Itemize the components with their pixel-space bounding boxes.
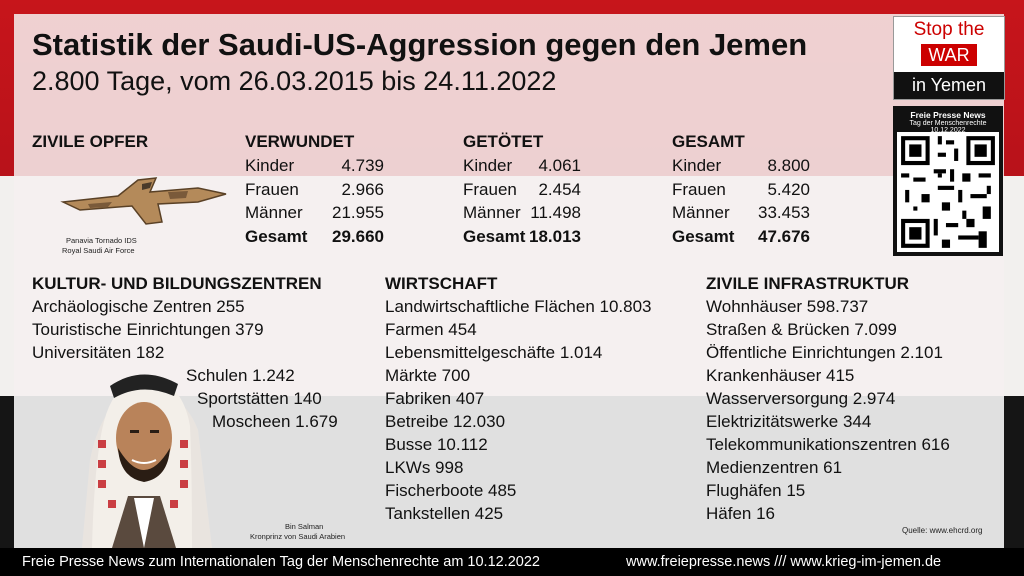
heading-gesamt: GESAMT bbox=[672, 132, 745, 151]
footer-links: www.freiepresse.news /// www.krieg-im-je… bbox=[626, 554, 942, 570]
infrastruktur-row: Elektrizitätswerke 344 bbox=[706, 412, 872, 431]
heading-infrastruktur: ZIVILE INFRASTRUKTUR bbox=[706, 274, 910, 293]
wirtschaft-row: Lebensmittelgeschäfte 1.014 bbox=[385, 343, 603, 362]
jet-caption-1: Panavia Tornado IDS bbox=[66, 236, 137, 245]
badge-line-1: Stop the bbox=[913, 19, 985, 40]
infrastruktur-row: Straßen & Brücken 7.099 bbox=[706, 320, 897, 339]
wirtschaft-row: Landwirtschaftliche Flächen 10.803 bbox=[385, 297, 652, 316]
footer-bar: Freie Presse News zum Internationalen Ta… bbox=[0, 548, 1024, 576]
portrait-caption-1: Bin Salman bbox=[285, 522, 324, 531]
kultur-row: Moscheen 1.679 bbox=[212, 412, 338, 431]
kultur-row: Universitäten 182 bbox=[32, 343, 165, 362]
wirtschaft-row: Busse 10.112 bbox=[385, 435, 488, 454]
getoetet-maenner-value: 11.498 bbox=[530, 203, 581, 222]
gesamt-maenner-value: 33.453 bbox=[758, 203, 810, 222]
getoetet-frauen-value: 2.454 bbox=[538, 180, 581, 199]
getoetet-gesamt-value: 18.013 bbox=[529, 227, 581, 246]
infrastruktur-row: Telekommunikationszentren 616 bbox=[706, 435, 950, 454]
wirtschaft-row: Farmen 454 bbox=[385, 320, 477, 339]
heading-verwundet: VERWUNDET bbox=[245, 132, 355, 151]
kultur-row: Touristische Einrichtungen 379 bbox=[32, 320, 264, 339]
gesamt-gesamt-value: 47.676 bbox=[758, 227, 810, 246]
gesamt-maenner: Männer bbox=[672, 203, 730, 222]
gesamt-kinder-value: 8.800 bbox=[767, 156, 810, 175]
gesamt-kinder: Kinder bbox=[672, 156, 722, 175]
source-note: Quelle: www.ehcrd.org bbox=[902, 526, 983, 535]
heading-wirtschaft: WIRTSCHAFT bbox=[385, 274, 498, 293]
badge-line-3: in Yemen bbox=[894, 72, 1004, 99]
verwundet-gesamt: Gesamt bbox=[245, 227, 308, 246]
getoetet-frauen: Frauen bbox=[463, 180, 517, 199]
wirtschaft-row: Märkte 700 bbox=[385, 366, 471, 385]
verwundet-gesamt-value: 29.660 bbox=[332, 227, 384, 246]
infrastruktur-row: Medienzentren 61 bbox=[706, 458, 843, 477]
wirtschaft-row: LKWs 998 bbox=[385, 458, 464, 477]
verwundet-maenner-value: 21.955 bbox=[332, 203, 384, 222]
footer-left-text: Freie Presse News zum Internationalen Ta… bbox=[22, 554, 540, 570]
gesamt-frauen-value: 5.420 bbox=[767, 180, 810, 199]
wirtschaft-row: Fabriken 407 bbox=[385, 389, 485, 408]
label: Kinder bbox=[245, 156, 295, 175]
gesamt-gesamt: Gesamt bbox=[672, 227, 735, 246]
verwundet-frauen: Frauen bbox=[245, 180, 299, 199]
page-subtitle: 2.800 Tage, vom 26.03.2015 bis 24.11.202… bbox=[32, 66, 557, 96]
getoetet-gesamt: Gesamt bbox=[463, 227, 526, 246]
wirtschaft-row: Betreibe 12.030 bbox=[385, 412, 506, 431]
infrastruktur-row: Häfen 16 bbox=[706, 504, 775, 523]
kultur-row: Schulen 1.242 bbox=[186, 366, 295, 385]
verwundet-kinder: Kinder bbox=[245, 156, 294, 176]
badge-line-2: WAR bbox=[921, 44, 977, 66]
heading-zivile-opfer: ZIVILE OPFER bbox=[32, 132, 149, 151]
qr-code-icon bbox=[897, 132, 999, 252]
gesamt-frauen: Frauen bbox=[672, 180, 726, 199]
fighter-jet-icon bbox=[60, 177, 227, 225]
getoetet-maenner: Männer bbox=[463, 203, 521, 222]
infrastruktur-row: Wasserversorgung 2.974 bbox=[706, 389, 896, 408]
infrastruktur-row: Wohnhäuser 598.737 bbox=[706, 297, 869, 316]
infrastruktur-row: Krankenhäuser 415 bbox=[706, 366, 855, 385]
kultur-row: Archäologische Zentren 255 bbox=[32, 297, 245, 316]
wirtschaft-row: Fischerboote 485 bbox=[385, 481, 517, 500]
infrastruktur-row: Öffentliche Einrichtungen 2.101 bbox=[706, 343, 943, 362]
jet-caption-2: Royal Saudi Air Force bbox=[62, 246, 135, 255]
kultur-row: Sportstätten 140 bbox=[197, 389, 322, 408]
page-title: Statistik der Saudi-US-Aggression gegen … bbox=[32, 27, 808, 62]
getoetet-kinder: Kinder bbox=[463, 156, 513, 175]
qr-code-box: Freie Presse News Tag der Menschenrechte… bbox=[893, 106, 1003, 256]
portrait-image bbox=[82, 374, 212, 548]
heading-getoetet: GETÖTET bbox=[463, 132, 544, 151]
verwundet-maenner: Männer bbox=[245, 203, 303, 222]
infrastruktur-row: Flughäfen 15 bbox=[706, 481, 806, 500]
verwundet-kinder-value: 4.739 bbox=[341, 156, 384, 175]
verwundet-frauen-value: 2.966 bbox=[341, 180, 384, 199]
wirtschaft-row: Tankstellen 425 bbox=[385, 504, 504, 523]
getoetet-kinder-value: 4.061 bbox=[538, 156, 581, 175]
stop-the-war-badge: Stop the WAR in Yemen bbox=[893, 16, 1005, 100]
qr-title: Freie Presse News bbox=[910, 110, 986, 120]
portrait-caption-2: Kronprinz von Saudi Arabien bbox=[250, 532, 346, 541]
qr-subtitle: Tag der Menschenrechte 10.12.2022 bbox=[909, 120, 987, 134]
heading-kultur: KULTUR- UND BILDUNGSZENTREN bbox=[32, 274, 322, 293]
